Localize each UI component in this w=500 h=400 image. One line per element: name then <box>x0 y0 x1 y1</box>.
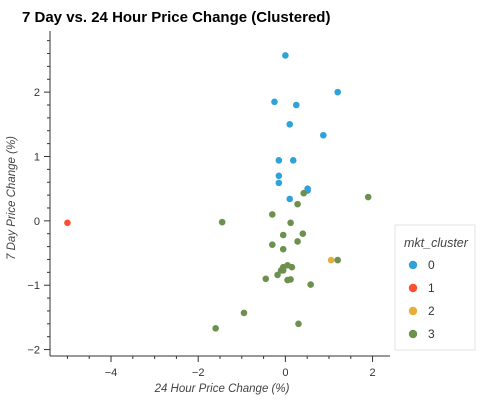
legend-box <box>394 224 476 351</box>
data-point[interactable] <box>240 309 248 317</box>
series-cluster-0 <box>271 52 341 203</box>
data-point[interactable] <box>218 218 226 226</box>
x-tick-label: 0 <box>282 367 288 379</box>
series-cluster-3 <box>212 189 372 332</box>
data-point[interactable] <box>286 195 294 203</box>
legend-items: 0 1 2 3 <box>408 258 435 341</box>
legend-item-0[interactable]: 0 <box>408 258 435 272</box>
data-point[interactable] <box>64 219 71 227</box>
data-point[interactable] <box>275 172 283 180</box>
data-point[interactable] <box>300 189 307 197</box>
series-cluster-1 <box>64 219 71 227</box>
y-axis-ticks: −2 −1 0 1 2 <box>27 40 50 357</box>
x-axis-label: 24 Hour Price Change (%) <box>154 383 290 395</box>
data-point[interactable] <box>292 101 300 109</box>
y-tick-label: 0 <box>34 216 40 228</box>
data-point[interactable] <box>327 256 335 264</box>
y-tick-label: −1 <box>27 280 40 292</box>
data-point[interactable] <box>307 281 314 288</box>
legend-label: 3 <box>428 327 435 341</box>
data-point[interactable] <box>271 98 278 106</box>
legend-marker <box>408 260 418 270</box>
data-point[interactable] <box>334 88 341 96</box>
data-point[interactable] <box>279 245 287 253</box>
data-point[interactable] <box>288 263 296 271</box>
series-cluster-2 <box>327 256 335 264</box>
legend-marker <box>408 283 418 293</box>
y-axis-label: 7 Day Price Change (%) <box>6 136 18 260</box>
data-point[interactable] <box>269 211 276 218</box>
data-point[interactable] <box>364 193 372 201</box>
data-point[interactable] <box>289 157 297 164</box>
legend-item-3[interactable]: 3 <box>408 327 435 341</box>
data-point[interactable] <box>274 271 281 279</box>
legend-marker <box>408 306 418 316</box>
plot-frame <box>49 31 390 357</box>
legend-item-1[interactable]: 1 <box>408 281 435 295</box>
legend-label: 0 <box>428 258 435 272</box>
legend-item-2[interactable]: 2 <box>408 304 435 318</box>
legend: mkt_cluster 0 1 2 3 <box>394 224 476 351</box>
legend-label: 2 <box>428 304 435 318</box>
data-point[interactable] <box>334 256 341 264</box>
data-points <box>64 52 372 332</box>
data-point[interactable] <box>262 275 270 283</box>
x-tick-label: −2 <box>192 367 205 379</box>
y-tick-label: 1 <box>34 151 40 163</box>
data-point[interactable] <box>275 179 283 187</box>
data-point[interactable] <box>282 52 289 59</box>
data-point[interactable] <box>295 320 302 328</box>
x-axis-ticks: −4 −2 0 2 <box>66 356 376 379</box>
x-tick-label: −4 <box>105 367 118 379</box>
chart-title: 7 Day vs. 24 Hour Price Change (Clustere… <box>22 9 330 26</box>
data-point[interactable] <box>320 131 327 139</box>
data-point[interactable] <box>284 276 291 284</box>
data-point[interactable] <box>275 157 283 164</box>
x-tick-label: 2 <box>370 367 376 379</box>
data-point[interactable] <box>212 325 219 332</box>
data-point[interactable] <box>286 121 294 128</box>
data-point[interactable] <box>279 231 287 239</box>
legend-title: mkt_cluster <box>404 236 469 250</box>
data-point[interactable] <box>269 241 276 248</box>
y-tick-label: −2 <box>27 345 40 357</box>
data-point[interactable] <box>279 267 287 274</box>
data-point[interactable] <box>287 219 294 227</box>
data-point[interactable] <box>294 238 301 245</box>
legend-marker <box>408 329 418 339</box>
legend-label: 1 <box>428 281 435 295</box>
data-point[interactable] <box>299 230 307 238</box>
data-point[interactable] <box>294 200 301 208</box>
y-tick-label: 2 <box>34 87 40 99</box>
